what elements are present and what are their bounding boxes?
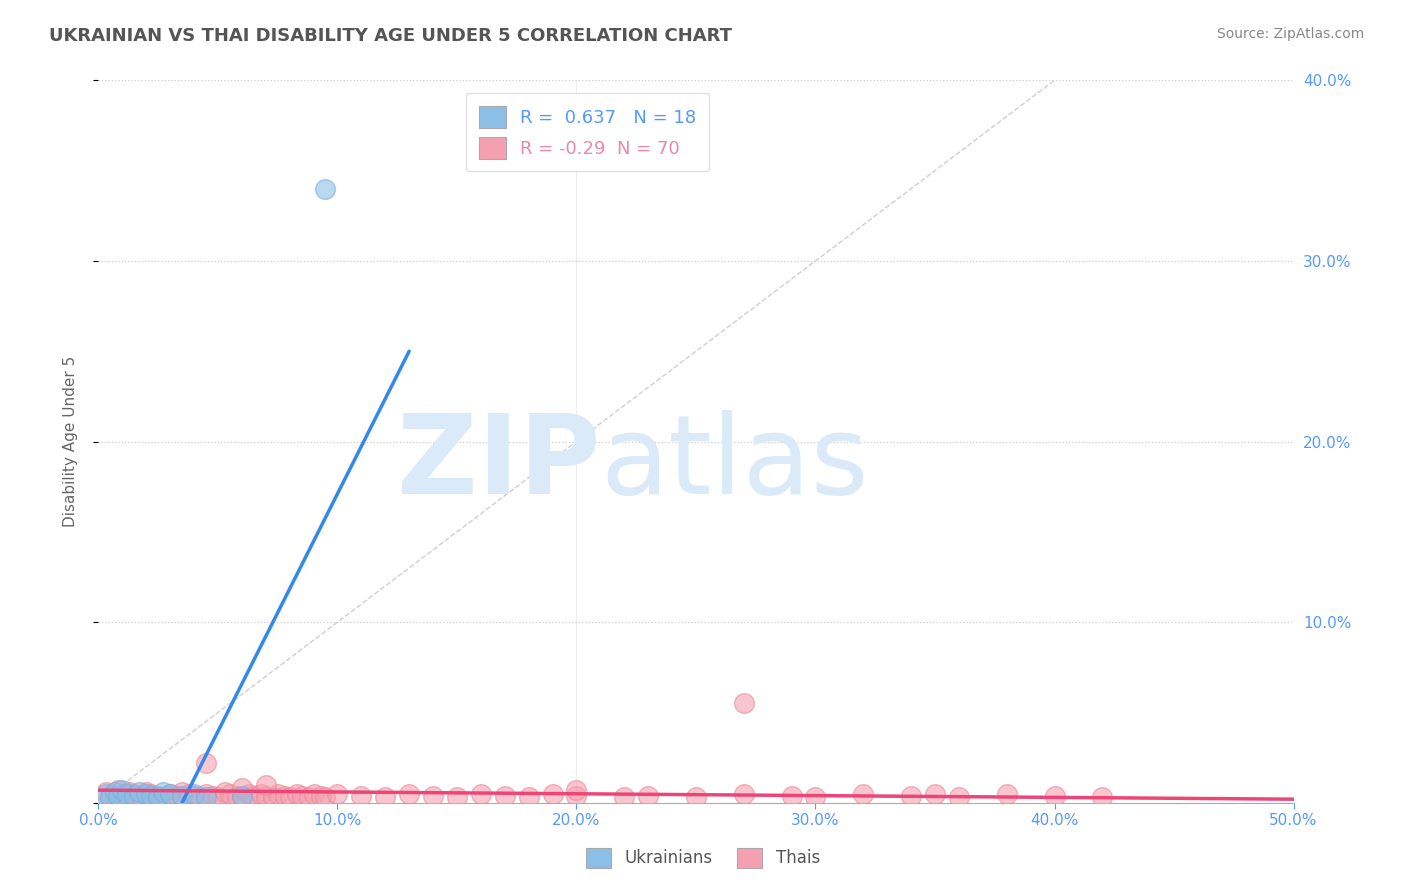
Point xyxy=(94,785,117,799)
Point xyxy=(285,787,308,801)
Point xyxy=(262,790,284,805)
Point xyxy=(852,787,875,801)
Point xyxy=(422,789,444,803)
Point xyxy=(214,785,236,799)
Point xyxy=(733,787,755,801)
Point xyxy=(183,789,205,803)
Point xyxy=(565,789,588,803)
Point xyxy=(128,789,150,803)
Point xyxy=(231,781,253,796)
Point xyxy=(243,789,266,803)
Text: ZIP: ZIP xyxy=(396,409,600,516)
Point xyxy=(995,787,1018,801)
Point xyxy=(172,789,194,803)
Point xyxy=(219,787,242,801)
Point xyxy=(613,790,636,805)
Point xyxy=(183,787,205,801)
Point xyxy=(195,790,218,805)
Point xyxy=(446,790,468,805)
Point xyxy=(309,789,332,803)
Point xyxy=(139,787,162,801)
Point xyxy=(326,787,349,801)
Point xyxy=(115,787,138,801)
Point xyxy=(517,790,540,805)
Point xyxy=(118,785,141,799)
Point xyxy=(733,697,755,711)
Y-axis label: Disability Age Under 5: Disability Age Under 5 xyxy=(63,356,77,527)
Point xyxy=(315,182,337,196)
Point xyxy=(780,789,803,803)
Point xyxy=(124,789,146,803)
Point xyxy=(179,787,201,801)
Point xyxy=(804,790,827,805)
Point xyxy=(152,790,174,805)
Point xyxy=(195,756,218,770)
Point xyxy=(98,789,122,803)
Point xyxy=(350,789,373,803)
Point xyxy=(111,783,134,797)
Point xyxy=(207,790,229,805)
Point xyxy=(238,787,260,801)
Point xyxy=(924,787,946,801)
Point xyxy=(302,787,325,801)
Point xyxy=(254,778,277,792)
Point xyxy=(494,789,516,803)
Text: UKRAINIAN VS THAI DISABILITY AGE UNDER 5 CORRELATION CHART: UKRAINIAN VS THAI DISABILITY AGE UNDER 5… xyxy=(49,27,733,45)
Point xyxy=(202,789,225,803)
Point xyxy=(374,790,396,805)
Point xyxy=(166,789,188,803)
Point xyxy=(900,789,922,803)
Point xyxy=(187,790,209,805)
Point xyxy=(565,783,588,797)
Point xyxy=(254,789,277,803)
Legend: Ukrainians, Thais: Ukrainians, Thais xyxy=(579,841,827,875)
Text: atlas: atlas xyxy=(600,409,869,516)
Point xyxy=(124,787,146,801)
Point xyxy=(159,787,181,801)
Point xyxy=(115,789,138,803)
Point xyxy=(128,785,150,799)
Point xyxy=(274,789,297,803)
Point xyxy=(541,787,564,801)
Point xyxy=(195,787,218,801)
Point xyxy=(159,787,181,801)
Point xyxy=(94,787,117,801)
Point xyxy=(135,787,157,801)
Point xyxy=(107,789,129,803)
Point xyxy=(470,787,492,801)
Point xyxy=(148,790,170,805)
Point xyxy=(291,789,314,803)
Point xyxy=(315,790,337,805)
Point xyxy=(135,785,157,799)
Text: Source: ZipAtlas.com: Source: ZipAtlas.com xyxy=(1216,27,1364,41)
Point xyxy=(637,789,659,803)
Point xyxy=(172,785,194,799)
Point xyxy=(107,783,129,797)
Point xyxy=(1091,790,1114,805)
Point xyxy=(278,790,301,805)
Point xyxy=(398,787,420,801)
Point xyxy=(148,789,170,803)
Legend: R =  0.637   N = 18, R = -0.29  N = 70: R = 0.637 N = 18, R = -0.29 N = 70 xyxy=(465,93,709,171)
Point xyxy=(98,790,122,805)
Point xyxy=(139,789,162,803)
Point xyxy=(111,787,134,801)
Point xyxy=(231,790,253,805)
Point xyxy=(104,790,127,805)
Point xyxy=(131,790,153,805)
Point xyxy=(250,787,273,801)
Point xyxy=(226,789,249,803)
Point xyxy=(948,790,970,805)
Point xyxy=(267,787,290,801)
Point xyxy=(152,785,174,799)
Point xyxy=(298,790,321,805)
Point xyxy=(104,785,127,799)
Point xyxy=(685,790,707,805)
Point xyxy=(231,789,253,803)
Point xyxy=(1043,789,1066,803)
